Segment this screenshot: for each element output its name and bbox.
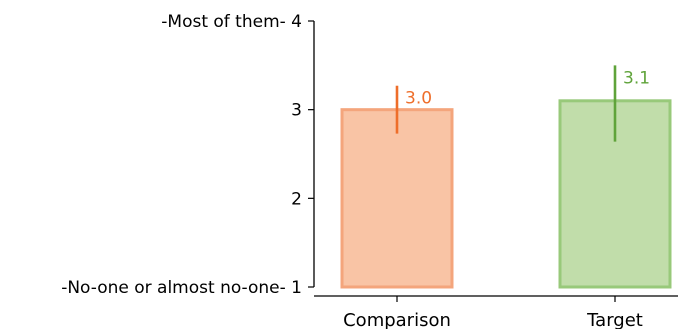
- plot-area: 3.0 3.1: [340, 65, 672, 289]
- y-tick-label: -No-one or almost no-one- 1: [61, 278, 302, 298]
- y-axis-ticks: -No-one or almost no-one- 1 2 3 -Most of th…: [61, 12, 314, 298]
- x-axis-ticks: Comparison Target: [343, 296, 643, 329]
- y-tick-label: -Most of them- 4: [161, 12, 302, 32]
- x-tick-label: Target: [586, 310, 643, 329]
- x-tick-label: Comparison: [343, 310, 451, 329]
- bar-value-label: 3.1: [623, 68, 650, 88]
- y-tick-label: 3: [291, 101, 302, 121]
- bar: [340, 108, 454, 289]
- bar-value-label: 3.0: [405, 89, 432, 109]
- y-tick-label: 2: [291, 189, 302, 209]
